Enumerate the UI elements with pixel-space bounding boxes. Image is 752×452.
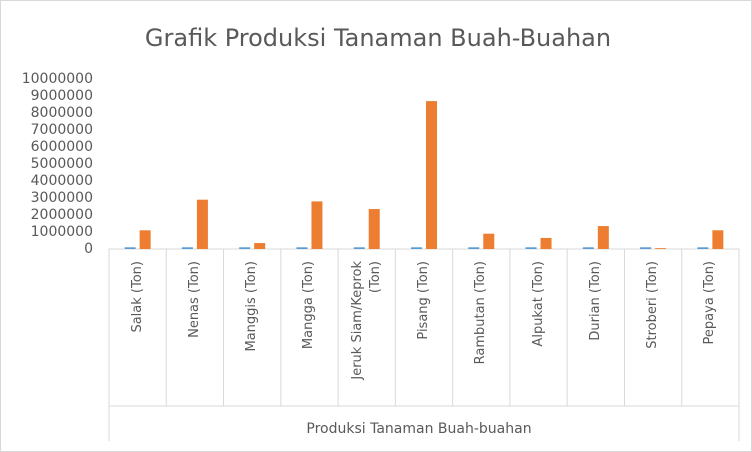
bar [181, 247, 193, 249]
y-tick-label: 5000000 [31, 156, 93, 172]
y-tick-label: 3000000 [31, 190, 93, 206]
bar [254, 243, 266, 249]
bar [353, 247, 365, 249]
bar [368, 209, 380, 249]
bar [697, 247, 709, 249]
x-tick-label: Pepaya (Ton) [702, 261, 718, 345]
x-tick-label: Mangga (Ton) [301, 261, 317, 350]
chart-title: Grafik Produksi Tanaman Buah-Buahan [145, 24, 611, 52]
bar [468, 247, 480, 249]
y-tick-label: 4000000 [31, 173, 93, 189]
y-tick-label: 6000000 [31, 139, 93, 155]
bar [196, 199, 208, 249]
y-tick-label: 9000000 [31, 88, 93, 104]
bar [296, 247, 308, 249]
bar [525, 247, 537, 249]
y-tick-label: 1000000 [31, 224, 93, 240]
y-tick-label: 0 [84, 241, 93, 257]
bar [239, 247, 251, 249]
x-tick-label: Salak (Ton) [129, 261, 145, 333]
bar [597, 226, 609, 249]
y-tick-label: 7000000 [31, 122, 93, 138]
y-tick-label: 2000000 [31, 207, 93, 223]
bar [640, 247, 652, 249]
x-tick-label: Pisang (Ton) [416, 261, 431, 340]
bar [426, 101, 437, 249]
bar [582, 247, 594, 249]
bar [712, 230, 724, 249]
bar [139, 230, 151, 249]
x-tick-label: Stroberi (Ton) [645, 261, 661, 349]
x-tick-label: Manggis (Ton) [244, 261, 260, 352]
y-tick-label: 8000000 [31, 105, 93, 121]
x-tick-label: Nenas (Ton) [186, 261, 202, 338]
y-tick-label: 10000000 [22, 71, 93, 87]
bar [411, 247, 422, 249]
x-tick-label: Rambutan (Ton) [473, 261, 489, 365]
bar [124, 247, 136, 249]
x-tick-label: Jeruk Siam/Keprok (Ton) [349, 261, 383, 380]
bar [311, 201, 323, 249]
x-tick-label: Alpukat (Ton) [530, 261, 546, 347]
bar [540, 237, 552, 249]
bar [483, 233, 495, 249]
x-tick-label: Durian (Ton) [587, 261, 603, 341]
x-axis-label: Produksi Tanaman Buah-buahan [306, 421, 531, 437]
bar [655, 248, 667, 249]
